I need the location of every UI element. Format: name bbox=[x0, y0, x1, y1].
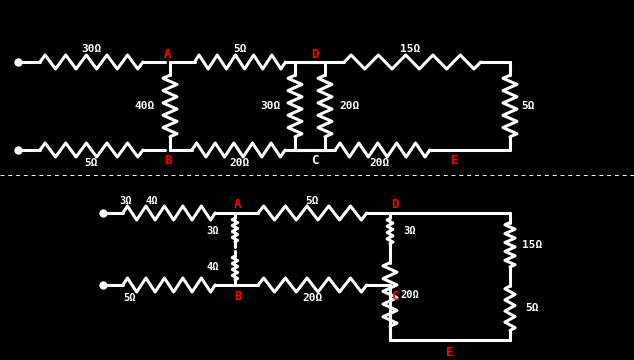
Text: 5Ω: 5Ω bbox=[306, 196, 320, 206]
Text: E: E bbox=[446, 346, 454, 359]
Text: A: A bbox=[164, 49, 172, 62]
Text: 20Ω: 20Ω bbox=[302, 293, 323, 303]
Text: 30Ω: 30Ω bbox=[81, 44, 101, 54]
Text: 4Ω: 4Ω bbox=[146, 196, 158, 206]
Text: D: D bbox=[391, 198, 399, 211]
Text: 4Ω: 4Ω bbox=[207, 262, 219, 272]
Text: D: D bbox=[311, 49, 319, 62]
Text: 5Ω: 5Ω bbox=[233, 44, 247, 54]
Text: 5Ω: 5Ω bbox=[124, 293, 136, 303]
Text: C: C bbox=[311, 153, 319, 166]
Text: 30Ω: 30Ω bbox=[260, 101, 280, 111]
Text: A: A bbox=[234, 198, 242, 211]
Text: 20Ω: 20Ω bbox=[340, 101, 360, 111]
Text: E: E bbox=[451, 153, 459, 166]
Text: 40Ω: 40Ω bbox=[135, 101, 155, 111]
Text: B: B bbox=[164, 153, 172, 166]
Text: B: B bbox=[234, 289, 242, 302]
Text: C: C bbox=[391, 289, 399, 302]
Text: 20Ω: 20Ω bbox=[370, 158, 390, 168]
Text: 15Ω: 15Ω bbox=[522, 240, 542, 250]
Text: 20Ω: 20Ω bbox=[401, 289, 419, 300]
Text: 5Ω: 5Ω bbox=[525, 303, 539, 313]
Text: 20Ω: 20Ω bbox=[230, 158, 250, 168]
Text: 3Ω: 3Ω bbox=[207, 226, 219, 236]
Text: 3Ω: 3Ω bbox=[120, 196, 133, 206]
Text: 5Ω: 5Ω bbox=[521, 101, 534, 111]
Text: 15Ω: 15Ω bbox=[400, 44, 420, 54]
Text: 3Ω: 3Ω bbox=[404, 226, 417, 236]
Text: 5Ω: 5Ω bbox=[85, 158, 98, 168]
